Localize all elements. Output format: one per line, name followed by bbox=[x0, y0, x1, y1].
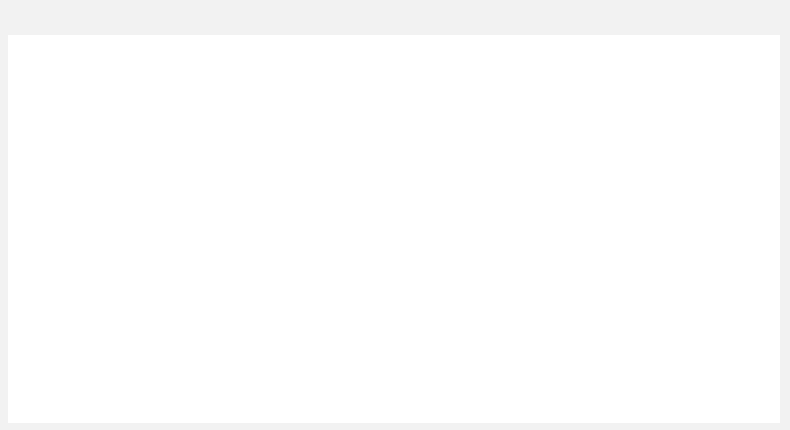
word-cloud-svg bbox=[8, 35, 780, 423]
word-cloud bbox=[8, 35, 780, 423]
